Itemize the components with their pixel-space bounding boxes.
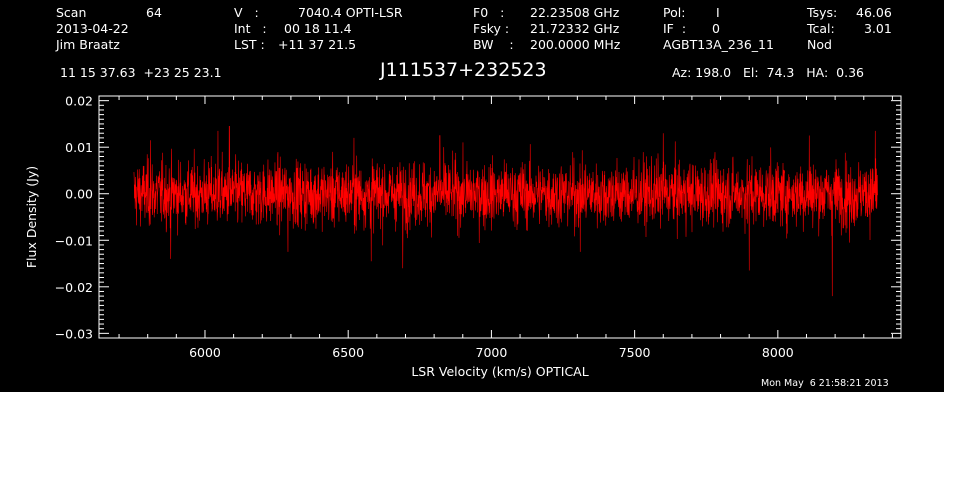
y-tick-label: −0.02 bbox=[55, 280, 93, 295]
y-tick-label: −0.03 bbox=[55, 326, 93, 341]
az-el-ha-text: Az: 198.0 El: 74.3 HA: 0.36 bbox=[672, 65, 865, 80]
pol-value: I bbox=[716, 5, 720, 20]
x-axis-label: LSR Velocity (km/s) OPTICAL bbox=[411, 364, 588, 379]
observer-text: Jim Braatz bbox=[56, 37, 120, 52]
y-axis-label: Flux Density (Jy) bbox=[24, 166, 39, 268]
if-label: IF : bbox=[663, 21, 687, 36]
x-tick-label: 8000 bbox=[762, 345, 794, 360]
x-tick-label: 7500 bbox=[619, 345, 651, 360]
bw-label: BW : bbox=[473, 37, 514, 52]
spectrum-chart: 6000 6500 7000 7500 8000 −0.03 −0.02 −0.01 0.00 0… bbox=[24, 94, 902, 379]
y-tick-label: −0.01 bbox=[55, 233, 93, 248]
spectrum-series-line bbox=[133, 125, 878, 297]
velocity-label: V : bbox=[234, 5, 259, 20]
y-tick-label: 0.01 bbox=[65, 140, 93, 155]
lst-label: LST : bbox=[234, 37, 265, 52]
y-tick-label: 0.00 bbox=[65, 187, 93, 202]
x-tick-label: 6000 bbox=[189, 345, 221, 360]
source-name: J111537+232523 bbox=[380, 59, 547, 81]
tsys-label: Tsys: bbox=[807, 5, 838, 20]
int-value: 00 18 11.4 bbox=[284, 21, 352, 36]
date-text: 2013-04-22 bbox=[56, 21, 129, 36]
velocity-value: 7040.4 OPTI-LSR bbox=[298, 5, 403, 20]
tcal-label: Tcal: bbox=[807, 21, 835, 36]
pol-label: Pol: bbox=[663, 5, 686, 20]
coordinates-text: 11 15 37.63 +23 25 23.1 bbox=[60, 65, 222, 80]
fsky-value: 21.72332 GHz bbox=[530, 21, 620, 36]
bw-value: 200.0000 MHz bbox=[530, 37, 621, 52]
int-label: Int : bbox=[234, 21, 267, 36]
fsky-label: Fsky : bbox=[473, 21, 510, 36]
tsys-value: 46.06 bbox=[856, 5, 892, 20]
lst-value: +11 37 21.5 bbox=[278, 37, 357, 52]
if-value: 0 bbox=[712, 21, 720, 36]
timestamp-text: Mon May 6 21:58:21 2013 bbox=[761, 378, 889, 389]
f0-value: 22.23508 GHz bbox=[530, 5, 620, 20]
tcal-value: 3.01 bbox=[864, 21, 892, 36]
x-tick-label: 6500 bbox=[332, 345, 364, 360]
project-text: AGBT13A_236_11 bbox=[663, 37, 774, 52]
procedure-text: Nod bbox=[807, 37, 832, 52]
f0-label: F0 : bbox=[473, 5, 505, 20]
y-tick-label: 0.02 bbox=[65, 94, 93, 109]
scan-value: 64 bbox=[146, 5, 162, 20]
x-tick-label: 7000 bbox=[476, 345, 508, 360]
scan-label: Scan bbox=[56, 5, 87, 20]
